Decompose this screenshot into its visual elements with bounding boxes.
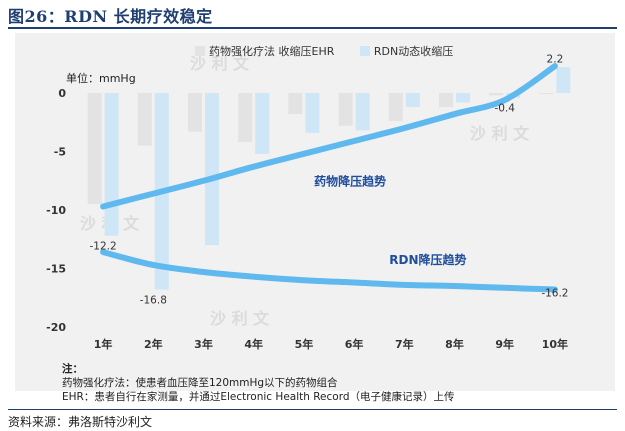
bar-ehr (188, 93, 202, 132)
x-tick-label: 7年 (395, 337, 414, 351)
y-tick-label: -5 (54, 146, 66, 159)
y-tick-label: -15 (46, 263, 66, 276)
chart-legend: 药物强化疗法 收缩压EHR RDN动态收缩压 (195, 43, 475, 59)
y-tick-label: -10 (46, 204, 66, 217)
bar-rdn (205, 93, 219, 246)
x-tick-label: 5年 (295, 337, 314, 351)
bar-ehr (137, 93, 152, 146)
legend-label-rdn: RDN动态收缩压 (373, 45, 454, 58)
source-text: 资料来源：弗洛斯特沙利文 (8, 415, 153, 429)
x-tick-label: 6年 (345, 337, 364, 351)
y-tick-label: 0 (58, 87, 66, 100)
bar-ehr (87, 93, 102, 205)
bar-ehr (539, 93, 554, 94)
bar-rdn (456, 93, 470, 103)
trend-line-drug (100, 63, 558, 210)
x-tick-label: 1年 (94, 337, 113, 351)
x-tick-label: 2年 (144, 337, 163, 351)
legend-item-rdn: RDN动态收缩压 (359, 43, 454, 59)
bar-ehr (238, 93, 253, 143)
bar-rdn (405, 93, 420, 108)
bar-rdn (255, 93, 270, 154)
bar-ehr (288, 93, 303, 115)
bar-ehr (489, 93, 504, 96)
bar-rdn (556, 67, 571, 93)
data-label: -12.2 (90, 241, 117, 253)
trend-label-rdn: RDN降压趋势 (389, 252, 466, 267)
bar-ehr (338, 93, 353, 126)
legend-label-ehr: 药物强化疗法 收缩压EHR (209, 45, 335, 58)
note-line-1: 药物强化疗法：使患者血压降至120mmHg以下的药物组合 (62, 377, 338, 389)
note-line-2: EHR：患者自行在家测量，并通过Electronic Health Record… (62, 391, 455, 403)
source-rule (8, 409, 617, 410)
data-label: -16.2 (541, 288, 568, 300)
data-label: 2.2 (547, 53, 564, 65)
bar-ehr (439, 93, 453, 108)
unit-label: 单位：mmHg (66, 72, 136, 85)
legend-swatch-ehr (195, 46, 205, 56)
bar-rdn (305, 93, 320, 133)
x-tick-label: 8年 (445, 337, 464, 351)
notes-heading: 注： (62, 363, 83, 375)
watermark: 沙 利 文 (210, 309, 270, 328)
legend-item-ehr: 药物强化疗法 收缩压EHR (195, 43, 334, 59)
x-tick-label: 4年 (244, 337, 263, 351)
x-tick-label: 10年 (542, 337, 568, 351)
figure-title: 图26：RDN 长期疗效稳定 (8, 7, 213, 26)
x-tick-label: 9年 (495, 337, 514, 351)
x-tick-label: 3年 (194, 337, 213, 351)
data-label: -0.4 (494, 103, 515, 115)
y-tick-label: -20 (46, 321, 66, 334)
chart-notes: 注： 药物强化疗法：使患者血压降至120mmHg以下的药物组合 EHR：患者自行… (62, 362, 455, 404)
data-label: -16.8 (140, 295, 167, 307)
bar-rdn (355, 93, 370, 131)
trend-label-drug: 药物降压趋势 (314, 173, 386, 188)
legend-swatch-rdn (359, 46, 370, 56)
bar-ehr (388, 93, 403, 122)
title-rule (8, 27, 617, 29)
watermark: 沙 利 文 (470, 124, 530, 143)
trend-line-rdn (100, 249, 558, 293)
bar-rdn (104, 93, 119, 236)
watermark: 沙 利 文 (190, 54, 250, 73)
